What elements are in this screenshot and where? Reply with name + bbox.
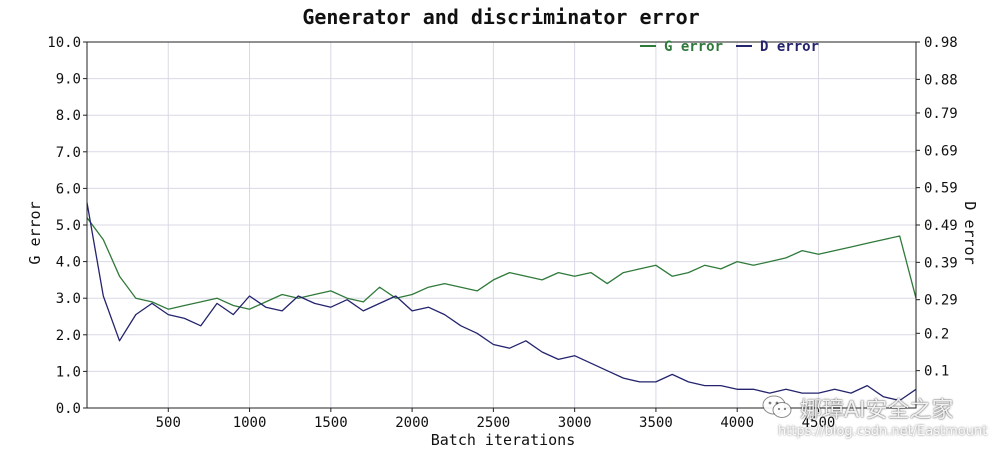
y-left-tick-label: 3.0 [56,291,81,307]
y-left-tick-label: 7.0 [56,145,81,161]
y-right-tick-label: 0.29 [924,293,958,309]
x-tick-label: 1500 [314,415,348,431]
x-tick-label: 3000 [558,415,592,431]
y-left-tick-label: 8.0 [56,108,81,124]
y-left-tick-label: 6.0 [56,181,81,197]
x-tick-label: 500 [156,415,181,431]
chart-title: Generator and discriminator error [302,5,699,29]
legend-d-error-label: D error [760,39,819,55]
x-tick-label: 4500 [802,415,836,431]
y-right-tick-label: 0.2 [924,326,949,342]
y-right-tick-label: 0.39 [924,255,958,271]
y-axis-left-label: G error [26,201,44,264]
y-left-tick-label: 10.0 [47,35,81,51]
series-line-g-error [86,217,917,310]
y-left-tick-label: 5.0 [56,218,81,234]
y-right-tick-label: 0.88 [924,72,958,88]
y-right-tick-label: 0.49 [924,218,958,234]
y-left-tick-label: 4.0 [56,255,81,271]
y-right-tick-label: 0.1 [924,364,949,380]
y-axis-left-ticks: 0.0 1.0 2.0 3.0 4.0 5.0 6.0 7.0 8.0 9.0 10.0 [47,35,87,417]
x-tick-label: 2000 [395,415,429,431]
series-layer [86,202,917,402]
y-left-tick-label: 1.0 [56,364,81,380]
x-axis-ticks: 500 1000 1500 2000 2500 3000 3500 4000 4500 [156,408,836,431]
x-tick-label: 4000 [720,415,754,431]
grid [87,41,916,409]
y-left-tick-label: 9.0 [56,72,81,88]
y-right-tick-label: 0.79 [924,106,958,122]
x-tick-label: 3500 [639,415,673,431]
legend: G error D error [640,39,819,55]
y-axis-right-ticks: 0.1 0.2 0.29 0.39 0.49 0.59 0.69 0.79 0.88 0.98 [916,35,958,380]
y-right-tick-label: 0.69 [924,143,958,159]
y-right-tick-label: 0.98 [924,35,958,51]
y-axis-right-label: D error [961,201,979,264]
x-tick-label: 1000 [233,415,267,431]
x-tick-label: 2500 [477,415,511,431]
y-left-tick-label: 0.0 [56,401,81,417]
y-right-tick-label: 0.59 [924,181,958,197]
legend-g-error-label: G error [664,39,723,55]
x-axis-label: Batch iterations [431,431,576,449]
y-left-tick-label: 2.0 [56,328,81,344]
series-line-d-error [86,202,917,402]
